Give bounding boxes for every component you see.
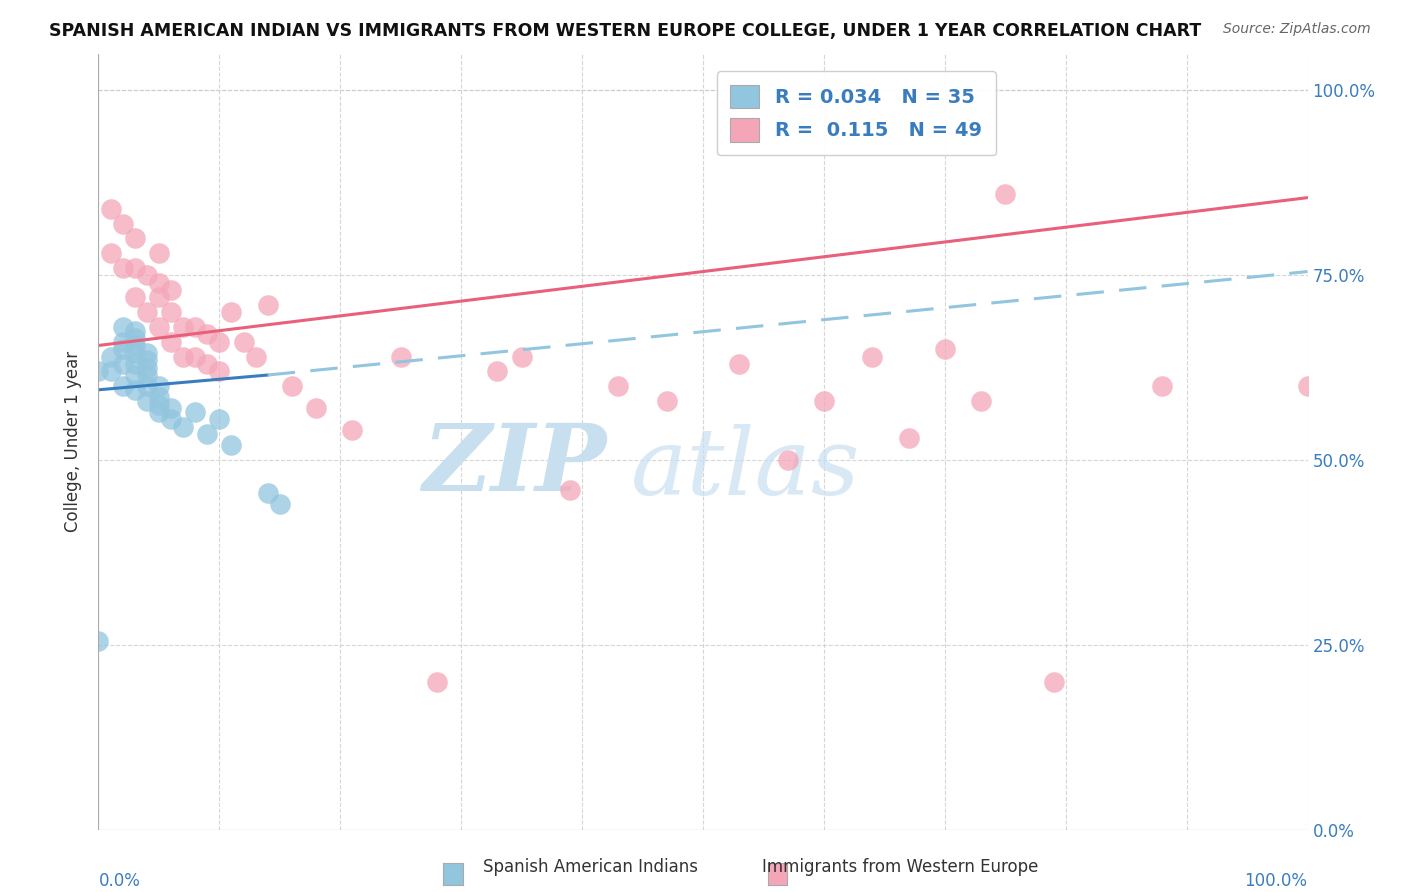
- Point: [1152, 379, 1174, 393]
- Point: [172, 320, 194, 334]
- Point: [221, 438, 243, 452]
- Point: [124, 324, 146, 338]
- Text: 100.0%: 100.0%: [1244, 872, 1308, 890]
- Point: [208, 364, 231, 378]
- Point: [148, 390, 170, 404]
- Point: [148, 405, 170, 419]
- Point: [776, 453, 799, 467]
- Point: [100, 364, 122, 378]
- Point: [148, 246, 170, 260]
- Point: [148, 290, 170, 304]
- Point: [100, 350, 122, 364]
- Point: [728, 357, 751, 371]
- Point: [607, 379, 630, 393]
- Point: [124, 368, 146, 382]
- Point: [389, 350, 412, 364]
- Y-axis label: College, Under 1 year: College, Under 1 year: [65, 351, 83, 533]
- Point: [124, 338, 146, 352]
- Point: [486, 364, 509, 378]
- Point: [160, 334, 183, 349]
- Point: [195, 327, 218, 342]
- Point: [124, 290, 146, 304]
- Point: [148, 379, 170, 393]
- Point: [135, 353, 157, 368]
- Point: [897, 431, 920, 445]
- Point: [135, 346, 157, 360]
- Point: [111, 334, 134, 349]
- Point: [160, 412, 183, 426]
- Point: [111, 357, 134, 371]
- Point: [135, 379, 157, 393]
- Point: [87, 364, 110, 378]
- Point: [124, 331, 146, 345]
- Point: [111, 260, 134, 275]
- Point: [87, 634, 110, 648]
- Point: [124, 357, 146, 371]
- Point: [111, 217, 134, 231]
- Point: [111, 379, 134, 393]
- Point: [860, 350, 883, 364]
- Point: [970, 393, 993, 408]
- Point: [184, 350, 207, 364]
- Point: [195, 427, 218, 442]
- Point: [148, 320, 170, 334]
- Point: [148, 276, 170, 290]
- Point: [135, 268, 157, 283]
- Point: [135, 368, 157, 382]
- Point: [510, 350, 533, 364]
- Point: [124, 231, 146, 245]
- Point: [813, 393, 835, 408]
- Point: [172, 419, 194, 434]
- Point: [208, 412, 231, 426]
- Text: 0.0%: 0.0%: [98, 872, 141, 890]
- Legend: R = 0.034   N = 35, R =  0.115   N = 49: R = 0.034 N = 35, R = 0.115 N = 49: [717, 71, 995, 155]
- Point: [426, 674, 449, 689]
- Point: [160, 283, 183, 297]
- Point: [934, 342, 956, 356]
- Point: [160, 305, 183, 319]
- Point: [1296, 379, 1319, 393]
- Point: [135, 360, 157, 375]
- Point: [100, 246, 122, 260]
- Text: ZIP: ZIP: [422, 420, 606, 510]
- Point: [256, 486, 278, 500]
- Point: [195, 357, 218, 371]
- Point: [281, 379, 304, 393]
- Text: atlas: atlas: [630, 424, 860, 514]
- Point: [342, 424, 364, 438]
- Point: [172, 350, 194, 364]
- Point: [305, 401, 328, 416]
- Point: [111, 342, 134, 356]
- Text: Immigrants from Western Europe: Immigrants from Western Europe: [762, 858, 1038, 876]
- Point: [148, 398, 170, 412]
- Text: Spanish American Indians: Spanish American Indians: [484, 858, 697, 876]
- Point: [135, 305, 157, 319]
- Point: [184, 405, 207, 419]
- Point: [994, 186, 1017, 201]
- Point: [124, 260, 146, 275]
- Point: [232, 334, 254, 349]
- Point: [256, 298, 278, 312]
- Point: [160, 401, 183, 416]
- Point: [184, 320, 207, 334]
- Point: [221, 305, 243, 319]
- Point: [124, 383, 146, 397]
- Text: SPANISH AMERICAN INDIAN VS IMMIGRANTS FROM WESTERN EUROPE COLLEGE, UNDER 1 YEAR : SPANISH AMERICAN INDIAN VS IMMIGRANTS FR…: [49, 22, 1202, 40]
- Point: [111, 320, 134, 334]
- Point: [100, 202, 122, 216]
- Point: [245, 350, 267, 364]
- Point: [124, 346, 146, 360]
- Point: [135, 393, 157, 408]
- Point: [558, 483, 581, 497]
- Point: [655, 393, 678, 408]
- Point: [1042, 674, 1064, 689]
- Point: [208, 334, 231, 349]
- Point: [269, 497, 291, 511]
- Text: Source: ZipAtlas.com: Source: ZipAtlas.com: [1223, 22, 1371, 37]
